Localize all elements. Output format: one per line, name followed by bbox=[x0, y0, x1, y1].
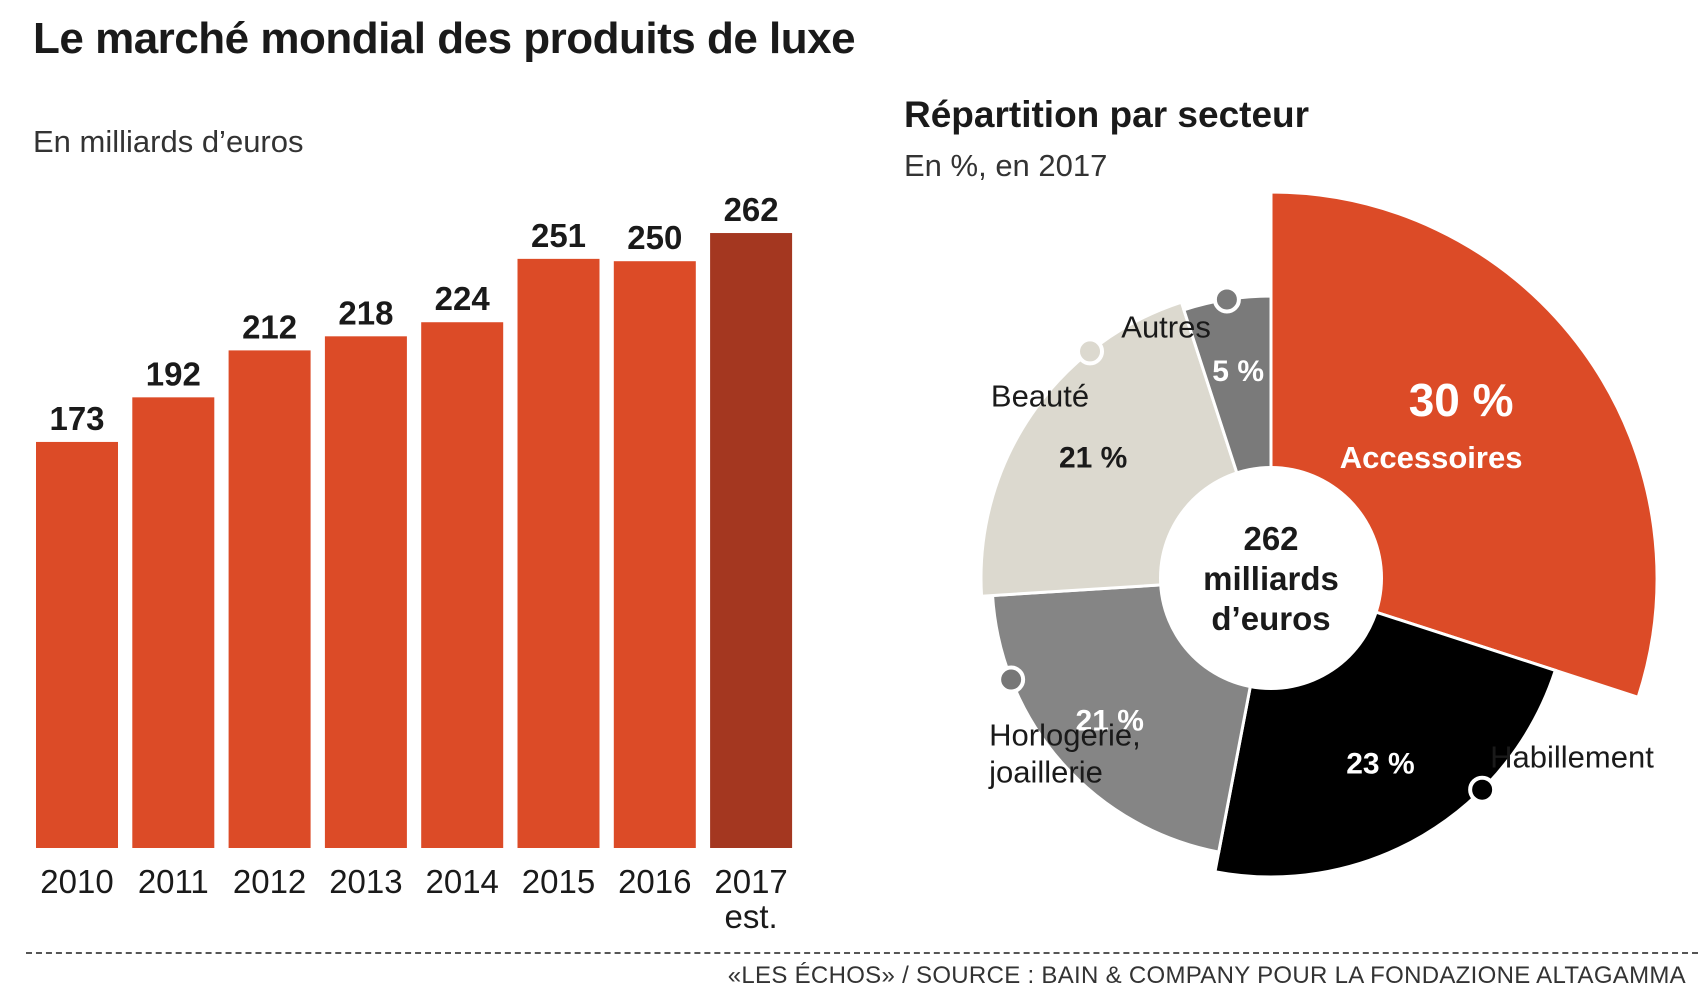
bar-category-label-2017: 2017 bbox=[714, 863, 787, 900]
pie-label-beaute: Beauté bbox=[991, 378, 1089, 413]
bar-value-label-2010: 173 bbox=[49, 400, 104, 437]
bar-value-label-2014: 224 bbox=[435, 280, 491, 317]
pie-marker-beaute bbox=[1076, 337, 1105, 366]
pie-chart-subtitle: En %, en 2017 bbox=[904, 148, 1108, 183]
bar-category-label-2014: 2014 bbox=[425, 863, 498, 900]
bar-category-label-2016: 2016 bbox=[618, 863, 691, 900]
pie-center-text: milliards bbox=[1203, 560, 1339, 597]
bar-category-label-2010: 2010 bbox=[40, 863, 113, 900]
bar-category-label-2013: 2013 bbox=[329, 863, 402, 900]
pie-marker-habillement bbox=[1468, 775, 1497, 804]
bar-value-label-2013: 218 bbox=[338, 294, 393, 331]
bar-value-label-2017: 262 bbox=[724, 191, 779, 228]
pie-center-text: d’euros bbox=[1211, 600, 1330, 637]
bar-chart: 173 2010 192 2011 212 2012 218 2013 224 2014 251 20… bbox=[36, 191, 793, 935]
pie-center-hole bbox=[1159, 466, 1383, 690]
bar-2017 bbox=[710, 233, 793, 848]
bar-category-label-2012: 2012 bbox=[233, 863, 306, 900]
divider-dashed bbox=[26, 952, 1698, 954]
bar-2013 bbox=[324, 336, 407, 848]
bar-category-label-2015: 2015 bbox=[522, 863, 595, 900]
bar-2010 bbox=[36, 441, 118, 848]
pie-chart-title: Répartition par secteur bbox=[904, 94, 1310, 135]
bar-category-note: est. bbox=[724, 898, 777, 935]
bar-category-label-2011: 2011 bbox=[138, 863, 209, 900]
pie-slice-name-accessoires: Accessoires bbox=[1340, 440, 1523, 475]
pie-label-autres: Autres bbox=[1121, 309, 1211, 344]
bar-2015 bbox=[517, 258, 600, 848]
bar-value-label-2015: 251 bbox=[531, 217, 586, 254]
bar-value-label-2011: 192 bbox=[146, 355, 201, 392]
source-note: «LES ÉCHOS» / SOURCE : BAIN & COMPANY PO… bbox=[727, 962, 1686, 989]
pie-marker-horlogerie bbox=[997, 665, 1026, 694]
pie-value-label-autres: 5 % bbox=[1212, 355, 1264, 388]
pie-label-habillement: Habillement bbox=[1490, 740, 1654, 775]
bar-value-label-2012: 212 bbox=[242, 308, 297, 345]
pie-value-label-horlogerie: 21 % bbox=[1076, 705, 1144, 738]
pie-value-label-habillement: 23 % bbox=[1346, 748, 1414, 781]
pie-value-label-accessoires: 30 % bbox=[1409, 374, 1514, 426]
pie-value-label-beauté: 21 % bbox=[1059, 442, 1127, 475]
bar-2012 bbox=[228, 350, 311, 848]
bar-2016 bbox=[613, 261, 696, 848]
bar-2011 bbox=[132, 397, 215, 848]
bar-2014 bbox=[421, 322, 504, 848]
chart-title: Le marché mondial des produits de luxe bbox=[33, 14, 856, 63]
bar-chart-subtitle: En milliards d’euros bbox=[33, 124, 304, 159]
pie-label-horlogerie: Horlogerie, bbox=[989, 718, 1141, 753]
pie-label-joaillerie: joaillerie bbox=[988, 755, 1103, 790]
bar-value-label-2016: 250 bbox=[627, 219, 682, 256]
pie-marker-autres bbox=[1212, 285, 1241, 314]
pie-center-text: 262 bbox=[1243, 520, 1298, 557]
